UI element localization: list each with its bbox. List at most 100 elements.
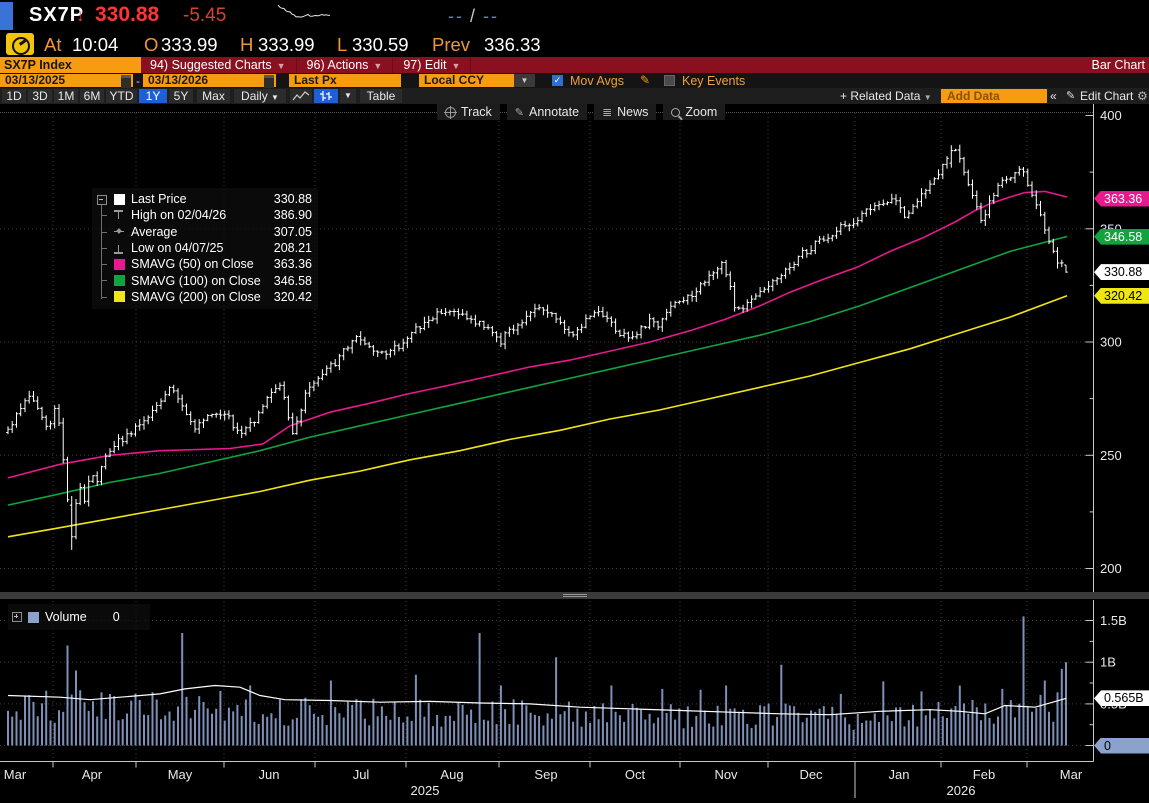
open-label: O (144, 34, 159, 55)
legend-row-6[interactable]: SMAVG (100) on Close 346.58 (92, 272, 318, 288)
legend-label: SMAVG (200) on Close (131, 289, 261, 304)
volume-legend-panel[interactable]: Volume 0 (8, 604, 150, 630)
x-axis-month-label: Oct (625, 767, 646, 782)
related-data-button[interactable]: + Related Data ▼ (840, 89, 932, 103)
separator-drag-handle[interactable] (563, 596, 587, 597)
menu-actions[interactable]: 96) Actions ▼ (297, 57, 394, 73)
security-tab[interactable]: SX7P Index (0, 57, 141, 73)
bid-ask-quote: -- / -- (448, 6, 499, 27)
date-from-value: 03/13/2025 (5, 73, 66, 87)
legend-value: 320.42 (273, 289, 312, 304)
legend-row-1[interactable]: Last Price 330.88 (92, 191, 318, 207)
currency-dropdown-button[interactable]: ▼ (514, 74, 535, 87)
collapse-panel-button[interactable]: « (1050, 89, 1057, 103)
calendar-icon[interactable] (264, 75, 274, 88)
menu-key: 94) (150, 58, 169, 72)
prev-value: 336.33 (484, 34, 541, 55)
edit-chart-button[interactable]: Edit Chart (1080, 89, 1134, 103)
legend-tree-stub (102, 280, 107, 282)
price-legend-panel[interactable]: Last Price 330.88 High on 02/04/26 386.90 Av… (92, 188, 318, 310)
table-button[interactable]: Table (360, 89, 402, 103)
price-field-select[interactable]: Last Px (289, 74, 401, 87)
legend-row-2[interactable]: High on 02/04/26 386.90 (92, 207, 318, 223)
legend-row-7[interactable]: SMAVG (200) on Close 320.42 (92, 289, 318, 305)
legend-value: 386.90 (273, 208, 312, 223)
tool-label: Zoom (685, 105, 718, 119)
x-axis-year-label: 2025 (411, 783, 440, 798)
annotate-button[interactable]: ✎ Annotate (506, 104, 588, 120)
annotate-icon: ✎ (514, 106, 525, 119)
x-axis-month-label: Apr (82, 767, 103, 782)
period-button-3d[interactable]: 3D (28, 89, 52, 103)
x-axis-month-label: Mar (1060, 767, 1083, 782)
legend-row-4[interactable]: Low on 04/07/25 208.21 (92, 240, 318, 256)
mov-avgs-label[interactable]: Mov Avgs (570, 74, 624, 88)
legend-tree-stub (102, 264, 107, 266)
panel-separator[interactable] (0, 592, 1149, 599)
period-button-1y[interactable]: 1Y (139, 89, 167, 103)
zoom-button[interactable]: Zoom (663, 104, 726, 120)
legend-label: High on 02/04/26 (131, 208, 227, 223)
legend-label: Low on 04/07/25 (131, 241, 224, 256)
at-label: At (44, 34, 62, 55)
ticker-symbol: SX7P (29, 4, 85, 26)
legend-label: Average (131, 224, 178, 239)
x-axis-month-label: Nov (714, 767, 738, 782)
period-button-1m[interactable]: 1M (54, 89, 78, 103)
expand-box-icon[interactable] (12, 612, 22, 622)
intraday-sparkline (277, 4, 331, 18)
news-button[interactable]: ≣ News (594, 104, 657, 120)
legend-row-3[interactable]: Average 307.05 (92, 224, 318, 240)
x-axis-month-label: May (168, 767, 193, 782)
series-color-chip (114, 275, 125, 287)
sma100-badge: 346.58 (1094, 228, 1149, 245)
legend-value: 208.21 (273, 241, 312, 256)
track-button[interactable]: Track (437, 104, 500, 120)
date-to-input[interactable]: 03/13/2026 (143, 74, 276, 88)
track-icon (444, 105, 457, 119)
tool-label: News (617, 105, 649, 119)
bar-chart-style-button[interactable] (314, 89, 338, 103)
legend-row-5[interactable]: SMAVG (50) on Close 363.36 (92, 256, 318, 272)
key-events-checkbox[interactable] (664, 75, 675, 86)
add-data-input[interactable]: Add Data (941, 89, 1047, 103)
period-button-5y[interactable]: 5Y (169, 89, 193, 103)
volume-bars (7, 616, 1067, 746)
line-chart-style-button[interactable] (290, 89, 312, 103)
low-value: 330.59 (352, 34, 409, 55)
key-events-label[interactable]: Key Events (682, 74, 746, 88)
tool-label: Annotate (529, 105, 580, 119)
volume-last-badge: 0 (1094, 737, 1149, 754)
bid-value: -- (448, 6, 464, 26)
date-from-input[interactable]: 03/13/2025 (0, 73, 133, 88)
x-axis-month-label: Feb (973, 767, 995, 782)
frequency-select[interactable]: Daily ▼ (234, 89, 286, 103)
price-axis-label: 300 (1100, 335, 1122, 350)
menu-edit[interactable]: 97) Edit ▼ (393, 57, 472, 73)
period-button-6m[interactable]: 6M (80, 89, 104, 103)
price-axis-label: 200 (1100, 561, 1122, 576)
x-axis-month-label: Jan (889, 767, 910, 782)
menu-suggested-charts[interactable]: 94) Suggested Charts ▼ (140, 57, 297, 73)
separator-drag-handle[interactable] (563, 594, 587, 595)
period-button-ytd[interactable]: YTD (106, 89, 137, 103)
mov-avgs-checkbox[interactable]: ✓ (552, 75, 563, 86)
mov-avgs-edit-pencil-icon[interactable]: ✎ (640, 73, 651, 87)
chart-tools-bar: Track ✎ Annotate ≣ News Zoom (437, 104, 726, 120)
collapse-box-icon[interactable] (97, 195, 107, 205)
market-status-gauge-icon (6, 33, 34, 55)
security-color-block (0, 2, 13, 30)
period-button-1d[interactable]: 1D (2, 89, 26, 103)
menu-label: Suggested Charts (171, 58, 272, 72)
currency-select[interactable]: Local CCY (419, 74, 519, 87)
edit-chart-pencil-icon[interactable]: ✎ (1066, 90, 1076, 102)
chart-settings-gear-icon[interactable]: ⚙ (1137, 89, 1148, 103)
bid-ask-separator: / (470, 6, 478, 26)
sma50-badge: 363.36 (1094, 190, 1149, 207)
calendar-icon[interactable] (121, 75, 131, 88)
related-data-label: + Related Data (840, 89, 921, 103)
period-button-max[interactable]: Max (197, 89, 230, 103)
chart-style-dropdown[interactable]: ▼ (340, 89, 356, 103)
